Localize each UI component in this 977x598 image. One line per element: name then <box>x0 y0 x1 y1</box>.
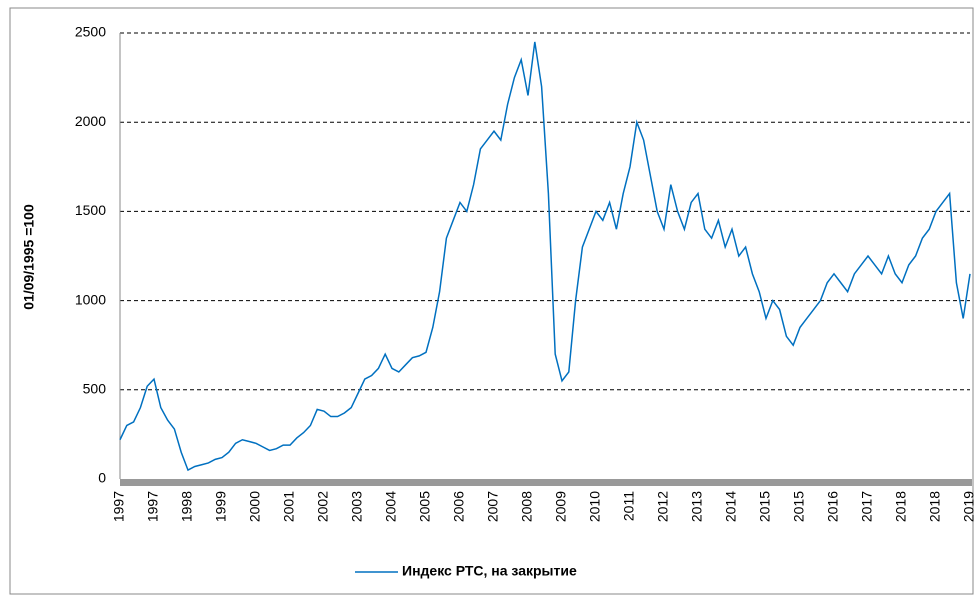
x-tick-label: 2016 <box>825 491 841 522</box>
x-tick-label: 1997 <box>145 491 161 522</box>
x-tick-label: 2019 <box>961 491 977 522</box>
x-tick-label: 2015 <box>757 491 773 522</box>
y-tick-label: 0 <box>98 470 106 486</box>
x-axis <box>120 479 972 486</box>
x-tick-label: 1998 <box>179 491 195 522</box>
x-tick-label: 2015 <box>791 491 807 522</box>
x-tick-label: 1999 <box>213 491 229 522</box>
x-tick-label: 2012 <box>655 491 671 522</box>
x-tick-label: 2011 <box>621 491 637 521</box>
y-tick-label: 1500 <box>75 202 106 218</box>
x-tick-label: 2006 <box>451 491 467 522</box>
x-tick-label: 2008 <box>519 491 535 522</box>
x-tick-label: 2013 <box>689 491 705 522</box>
x-tick-label: 2004 <box>383 491 399 522</box>
x-tick-label: 2010 <box>587 491 603 522</box>
x-tick-label: 2007 <box>485 491 501 522</box>
x-tick-label: 2005 <box>417 491 433 522</box>
x-tick-label: 2018 <box>893 491 909 522</box>
y-axis-title: 01/09/1995 =100 <box>21 204 37 310</box>
x-tick-label: 2018 <box>927 491 943 522</box>
x-tick-label: 2003 <box>349 491 365 522</box>
legend-label: Индекс РТС, на закрытие <box>402 563 577 579</box>
x-tick-label: 2009 <box>553 491 569 522</box>
x-tick-label: 2000 <box>247 491 263 522</box>
y-tick-label: 2500 <box>75 24 106 40</box>
y-tick-label: 1000 <box>75 291 106 307</box>
x-tick-label: 2002 <box>315 491 331 522</box>
x-tick-label: 2001 <box>281 491 297 522</box>
x-tick-label: 2014 <box>723 491 739 522</box>
x-tick-label: 1997 <box>111 491 127 522</box>
x-tick-label: 2017 <box>859 491 875 522</box>
data-line <box>119 41 971 472</box>
y-tick-label: 2000 <box>75 113 106 129</box>
y-tick-label: 500 <box>83 381 107 397</box>
